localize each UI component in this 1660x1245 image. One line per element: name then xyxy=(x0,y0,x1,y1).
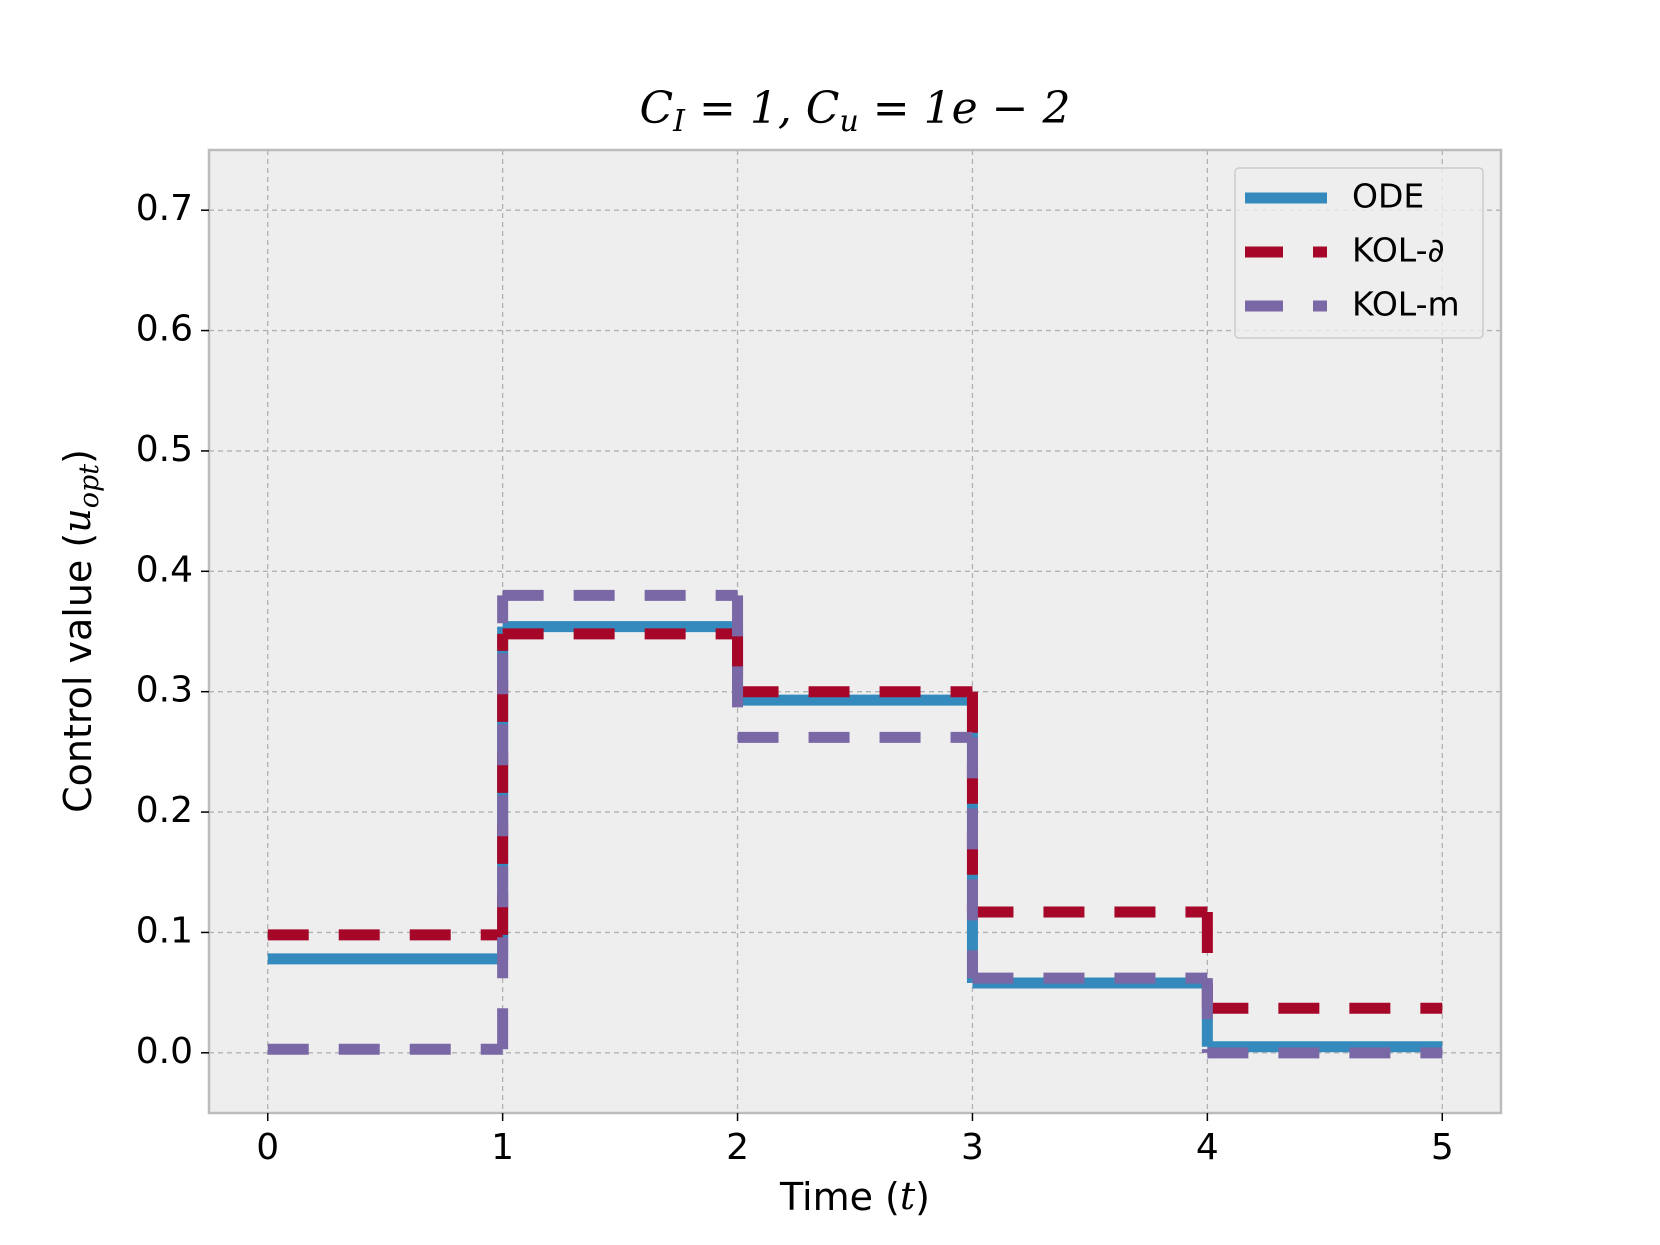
y-tick-label: 0.0 xyxy=(136,1031,193,1072)
label-part: Time ( xyxy=(779,1175,900,1219)
x-tick-label: 4 xyxy=(1196,1127,1219,1168)
label-part: u xyxy=(55,508,99,532)
x-axis-label: Time (t) xyxy=(779,1174,930,1219)
title-part: = 1e − 2 xyxy=(859,83,1071,134)
y-tick-label: 0.6 xyxy=(136,309,193,350)
label-part: ) xyxy=(915,1175,930,1219)
title-sub: I xyxy=(672,104,686,139)
chart-title: CI = 1, Cu = 1e − 2 xyxy=(639,83,1070,140)
label-part: t xyxy=(900,1174,916,1218)
x-tick-label: 0 xyxy=(256,1127,279,1168)
title-part: = 1, C xyxy=(685,83,839,134)
y-tick-label: 0.1 xyxy=(136,910,193,951)
x-tick-label: 5 xyxy=(1431,1127,1454,1168)
y-tick-label: 0.4 xyxy=(136,549,193,590)
x-tick-label: 2 xyxy=(726,1127,749,1168)
label-part: Control value ( xyxy=(56,533,100,813)
title-sub: u xyxy=(839,104,858,139)
legend-label: KOL-∂ xyxy=(1352,231,1445,270)
legend-box xyxy=(1234,167,1484,339)
label-part: ) xyxy=(56,449,100,464)
y-tick-label: 0.3 xyxy=(136,670,193,711)
legend-label: KOL-m xyxy=(1352,285,1460,324)
y-axis-label: Control value (uopt) xyxy=(55,449,105,813)
y-tick-label: 0.5 xyxy=(136,429,193,470)
plot-frame xyxy=(207,148,1503,1115)
x-tick-label: 1 xyxy=(491,1127,514,1168)
label-sub: opt xyxy=(74,464,105,509)
title-part: C xyxy=(639,83,673,134)
marks xyxy=(267,589,1443,1059)
legend-label: ODE xyxy=(1352,177,1424,216)
y-tick-label: 0.7 xyxy=(136,188,193,229)
y-tick-label: 0.2 xyxy=(136,790,193,831)
x-tick-label: 3 xyxy=(961,1127,984,1168)
legend: ODE KOL-∂ KOL-m xyxy=(1234,167,1484,339)
